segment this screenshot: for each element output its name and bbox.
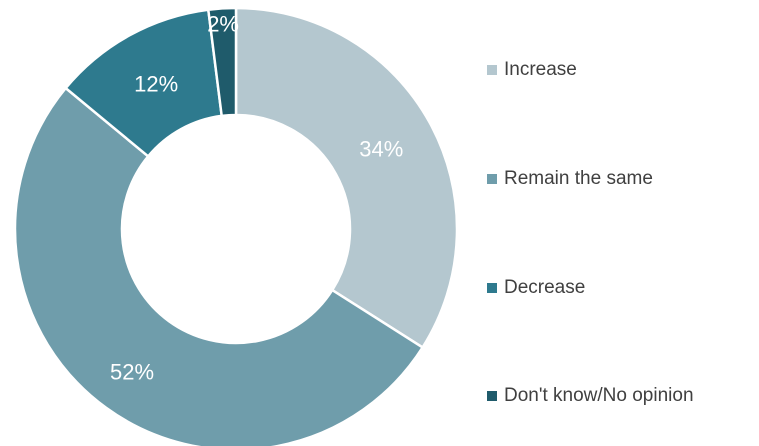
legend-swatch-remain-the-same xyxy=(487,174,497,184)
data-label-dont-know: 2% xyxy=(207,11,239,36)
legend-item-dont-know: Don't know/No opinion xyxy=(487,385,694,407)
legend-item-increase: Increase xyxy=(487,59,577,81)
data-label-remain-the-same: 52% xyxy=(110,360,154,385)
slice-dont-know xyxy=(206,6,238,118)
legend-label-dont-know: Don't know/No opinion xyxy=(504,385,694,406)
data-label-decrease: 12% xyxy=(134,71,178,96)
legend-label-remain-the-same: Remain the same xyxy=(504,168,653,189)
legend-item-decrease: Decrease xyxy=(487,277,585,299)
legend-swatch-increase xyxy=(487,65,497,75)
legend-item-remain-the-same: Remain the same xyxy=(487,168,653,190)
slice-remain-the-same xyxy=(13,86,425,446)
legend-swatch-decrease xyxy=(487,283,497,293)
legend-label-increase: Increase xyxy=(504,59,577,80)
legend: Increase Remain the same Decrease Don't … xyxy=(487,0,759,446)
legend-swatch-dont-know xyxy=(487,391,497,401)
legend-label-decrease: Decrease xyxy=(504,277,586,298)
data-label-increase: 34% xyxy=(359,137,403,162)
slice-increase xyxy=(234,6,459,350)
donut-chart: 34% 52% 12% 2% xyxy=(13,6,459,446)
